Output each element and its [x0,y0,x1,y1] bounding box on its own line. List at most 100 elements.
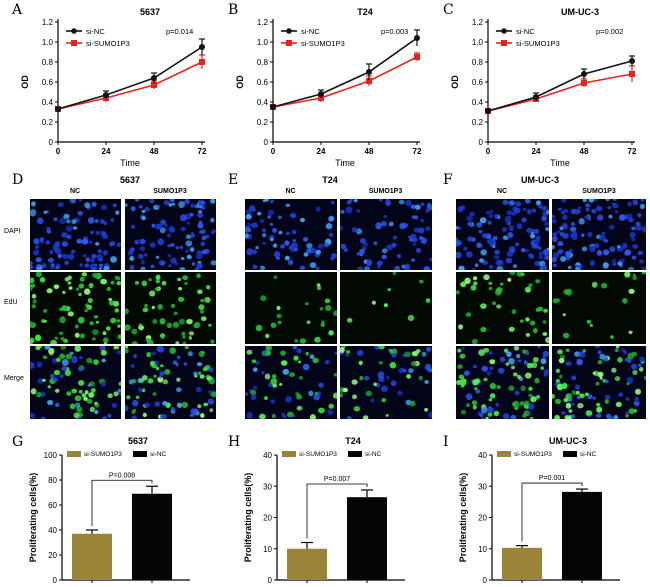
nucleus [69,199,76,204]
nucleus [49,373,55,379]
nucleus [291,229,297,235]
nucleus [255,246,259,250]
nucleus [144,402,151,408]
nucleus [41,416,46,419]
nucleus [39,277,46,283]
nucleus [197,222,204,229]
nucleus [186,254,192,260]
nucleus [159,227,166,234]
nucleus [552,245,555,250]
nucleus [300,217,305,223]
nucleus [595,205,603,212]
nucleus [608,214,613,219]
nucleus [287,411,294,418]
y-tick-label: 20 [48,551,57,560]
nucleus [345,353,350,357]
nucleus [59,217,66,225]
nucleus [521,217,527,223]
nucleus [535,279,541,284]
nucleus [517,359,522,363]
nucleus [589,245,596,252]
nucleus [137,253,144,259]
nucleus [253,385,258,391]
nucleus [628,288,635,294]
nucleus [529,320,536,326]
nucleus [563,332,570,339]
nucleus [324,298,331,304]
nucleus [134,239,140,245]
nucleus [208,379,215,385]
nucleus [30,283,36,288]
nucleus [524,248,529,253]
nucleus [74,332,80,338]
nucleus [513,372,518,377]
nucleus [378,361,383,365]
nucleus [542,320,547,324]
nucleus [504,348,509,353]
nucleus [625,411,630,415]
legend-label-si-sumo1p3: si-SUMO1P3 [516,39,560,48]
nucleus [429,257,432,262]
nucleus [200,298,205,303]
micrograph [125,199,216,270]
nucleus [555,398,561,405]
data-point [55,106,61,112]
nucleus [595,413,602,418]
nucleus [392,272,397,275]
micrograph-background [340,272,432,344]
nucleus [402,368,407,373]
nucleus [251,394,257,401]
nucleus [255,360,260,366]
nucleus [543,368,549,375]
nucleus [59,307,63,311]
nucleus [472,404,477,410]
nucleus [56,357,61,362]
nucleus [131,328,138,335]
nucleus [562,313,566,317]
legend-label-si-nc: si-NC [86,27,105,36]
nucleus [151,223,156,228]
nucleus [508,385,515,391]
nucleus [74,395,82,402]
row-label-dapi: DAPI [4,228,21,235]
nucleus [157,304,163,310]
nucleus [87,383,92,387]
nucleus [514,390,520,396]
nucleus [485,416,489,419]
nucleus [587,394,593,400]
nucleus [565,348,570,353]
nucleus [179,267,186,270]
nucleus [186,221,190,225]
nucleus [270,378,278,385]
nucleus [46,227,51,231]
nucleus [31,293,37,299]
nucleus [463,246,467,251]
p-value-annotation: P=0.001 [539,475,565,482]
nucleus [476,222,483,228]
nucleus [390,380,397,387]
nucleus [407,314,415,322]
nucleus [571,375,577,381]
nucleus [632,275,638,281]
nucleus [472,379,479,386]
nucleus [325,222,333,230]
data-point [318,91,324,97]
nucleus [33,249,39,256]
nucleus [116,281,121,286]
nucleus [555,379,560,383]
nucleus [93,359,99,365]
nucleus [98,267,103,270]
nucleus [561,382,568,390]
nucleus [466,403,470,408]
nucleus [61,359,69,366]
nucleus [346,416,352,419]
y-tick-label: 0 [49,138,54,147]
nucleus [382,248,388,254]
nucleus [160,364,164,368]
nucleus [178,318,185,325]
legend-marker-si-sumo1p3 [286,40,292,46]
micrograph [30,272,121,344]
nucleus [517,374,521,379]
nucleus [381,254,387,260]
nucleus [522,349,527,354]
